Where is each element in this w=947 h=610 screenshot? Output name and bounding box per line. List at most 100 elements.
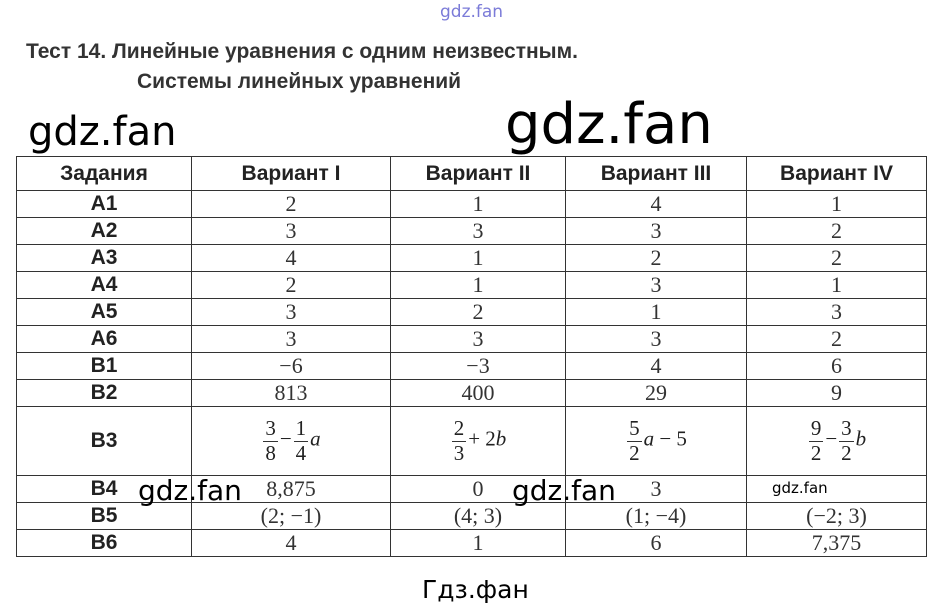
answer-cell: 3 <box>565 325 747 353</box>
answer-cell: 3 <box>565 475 747 503</box>
numerator: 5 <box>627 416 642 442</box>
answer-cell: 400 <box>390 379 566 407</box>
answer-cell: 4 <box>565 352 747 380</box>
answer-cell: 1 <box>390 190 566 218</box>
task-cell: A1 <box>16 190 192 218</box>
table-row: A3 4 1 2 2 <box>16 244 927 272</box>
answer-cell: 1 <box>746 271 927 299</box>
numerator: 1 <box>293 416 309 442</box>
numerator: 3 <box>263 416 278 442</box>
task-cell: B1 <box>16 352 192 380</box>
watermark-top: gdz.fan <box>440 2 504 22</box>
task-cell: B3 <box>16 406 192 476</box>
denominator: 3 <box>453 440 465 465</box>
denominator: 2 <box>841 440 852 465</box>
answer-cell: 4 <box>191 244 391 272</box>
answer-cell: 2 <box>191 271 391 299</box>
answer-cell: 3 <box>565 271 747 299</box>
task-cell: A2 <box>16 217 192 245</box>
answer-cell: 9 <box>746 379 927 407</box>
answer-cell: 1 <box>390 271 566 299</box>
table-row: B1 −6 −3 4 6 <box>16 352 927 380</box>
answer-cell: 3 <box>390 217 566 245</box>
variable: b <box>855 426 867 451</box>
answer-cell: 4 <box>191 529 391 557</box>
variable: a <box>643 426 655 451</box>
table-row: A4 2 1 3 1 <box>16 271 927 299</box>
answer-cell: 29 <box>565 379 747 407</box>
task-cell: A3 <box>16 244 192 272</box>
answer-cell: 3 <box>191 217 391 245</box>
column-header: Задания <box>16 156 192 191</box>
task-cell: A6 <box>16 325 192 353</box>
table-row: B6 4 1 6 7,375 <box>16 529 927 557</box>
denominator: 4 <box>295 440 307 465</box>
denominator: 2 <box>810 440 822 465</box>
operator: − <box>825 426 838 451</box>
answer-cell: 2 <box>191 190 391 218</box>
answer-cell: 6 <box>565 529 747 557</box>
watermark: gdz.fan <box>138 474 242 507</box>
answer-cell: 813 <box>191 379 391 407</box>
answer-cell: −3 <box>390 352 566 380</box>
answer-cell: 2 <box>746 217 927 245</box>
variable: b <box>495 426 507 451</box>
answer-cell: 2 <box>390 298 566 326</box>
answer-cell: 4 <box>565 190 747 218</box>
column-header: Вариант IV <box>746 156 927 191</box>
answer-cell: 3 <box>191 298 391 326</box>
answer-cell: (−2; 3) <box>746 502 927 530</box>
answer-cell: 2 <box>746 244 927 272</box>
answers-table: Задания Вариант I Вариант II Вариант III Вар… <box>16 156 927 557</box>
table-row: A6 3 3 3 2 <box>16 325 927 353</box>
answer-cell: 3 <box>191 325 391 353</box>
watermark: gdz.fan <box>28 109 177 155</box>
task-cell: A4 <box>16 271 192 299</box>
answer-cell: 3 8−1 4 a <box>191 406 391 476</box>
answer-cell: 1 <box>565 298 747 326</box>
answer-cell: 6 <box>746 352 927 380</box>
watermark: gdz.fan <box>505 92 713 157</box>
task-cell: B2 <box>16 379 192 407</box>
numerator: 2 <box>451 416 467 442</box>
denominator: 2 <box>629 440 640 465</box>
task-cell: A5 <box>16 298 192 326</box>
answer-cell: 2 <box>565 244 747 272</box>
watermark: gdz.fan <box>772 479 828 497</box>
answer-cell: 7,375 <box>746 529 927 557</box>
variable: a <box>310 426 321 451</box>
task-cell: B4 <box>16 475 192 503</box>
answer-cell: −6 <box>191 352 391 380</box>
table-row: A1 2 1 4 1 <box>16 190 927 218</box>
operator: + 2 <box>468 426 496 451</box>
page-title: Тест 14. Линейные уравнения с одним неиз… <box>26 40 578 63</box>
table-row: B5 (2; −1) (4; 3) (1; −4) (−2; 3) <box>16 502 927 530</box>
answer-cell: 1 <box>746 190 927 218</box>
watermark: gdz.fan <box>512 474 616 507</box>
header-row: Задания Вариант I Вариант II Вариант III Вар… <box>16 156 927 191</box>
answer-cell: 2 <box>746 325 927 353</box>
column-header: Вариант I <box>191 156 391 191</box>
column-header: Вариант II <box>390 156 566 191</box>
answer-cell: 1 <box>390 244 566 272</box>
table-row: B2 813 400 29 9 <box>16 379 927 407</box>
operator: − 5 <box>659 426 687 451</box>
answer-cell: 2 3 + 2b <box>390 406 566 476</box>
answer-cell: 0 <box>390 475 566 503</box>
footer-text: Гдз.фан <box>422 575 529 604</box>
numerator: 3 <box>839 416 854 442</box>
answer-cell: (4; 3) <box>390 502 566 530</box>
answer-cell: 3 <box>746 298 927 326</box>
denominator: 8 <box>265 440 276 465</box>
answer-cell: 1 <box>390 529 566 557</box>
task-cell: B6 <box>16 529 192 557</box>
answer-cell: 3 <box>565 217 747 245</box>
